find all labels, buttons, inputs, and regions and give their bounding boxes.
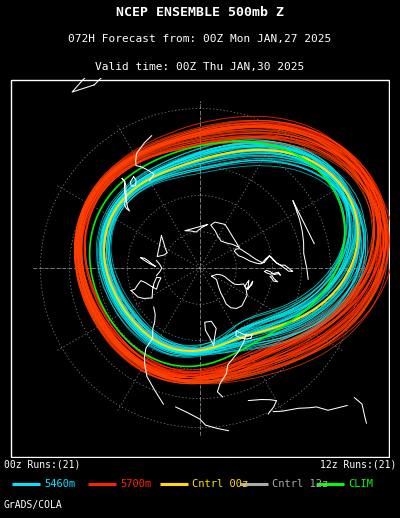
Text: 072H Forecast from: 00Z Mon JAN,27 2025: 072H Forecast from: 00Z Mon JAN,27 2025 [68, 34, 332, 44]
Text: NCEP ENSEMBLE 500mb Z: NCEP ENSEMBLE 500mb Z [116, 6, 284, 19]
Text: 5700m: 5700m [120, 479, 151, 489]
Text: Cntrl 00z: Cntrl 00z [192, 479, 248, 489]
Text: CLIM: CLIM [348, 479, 373, 489]
Text: 5460m: 5460m [44, 479, 75, 489]
Text: 00z Runs:(21): 00z Runs:(21) [4, 459, 80, 469]
Text: 12z Runs:(21): 12z Runs:(21) [320, 459, 396, 469]
Text: GrADS/COLA: GrADS/COLA [4, 499, 63, 510]
Text: Cntrl 12z: Cntrl 12z [272, 479, 328, 489]
Text: Valid time: 00Z Thu JAN,30 2025: Valid time: 00Z Thu JAN,30 2025 [95, 62, 305, 71]
